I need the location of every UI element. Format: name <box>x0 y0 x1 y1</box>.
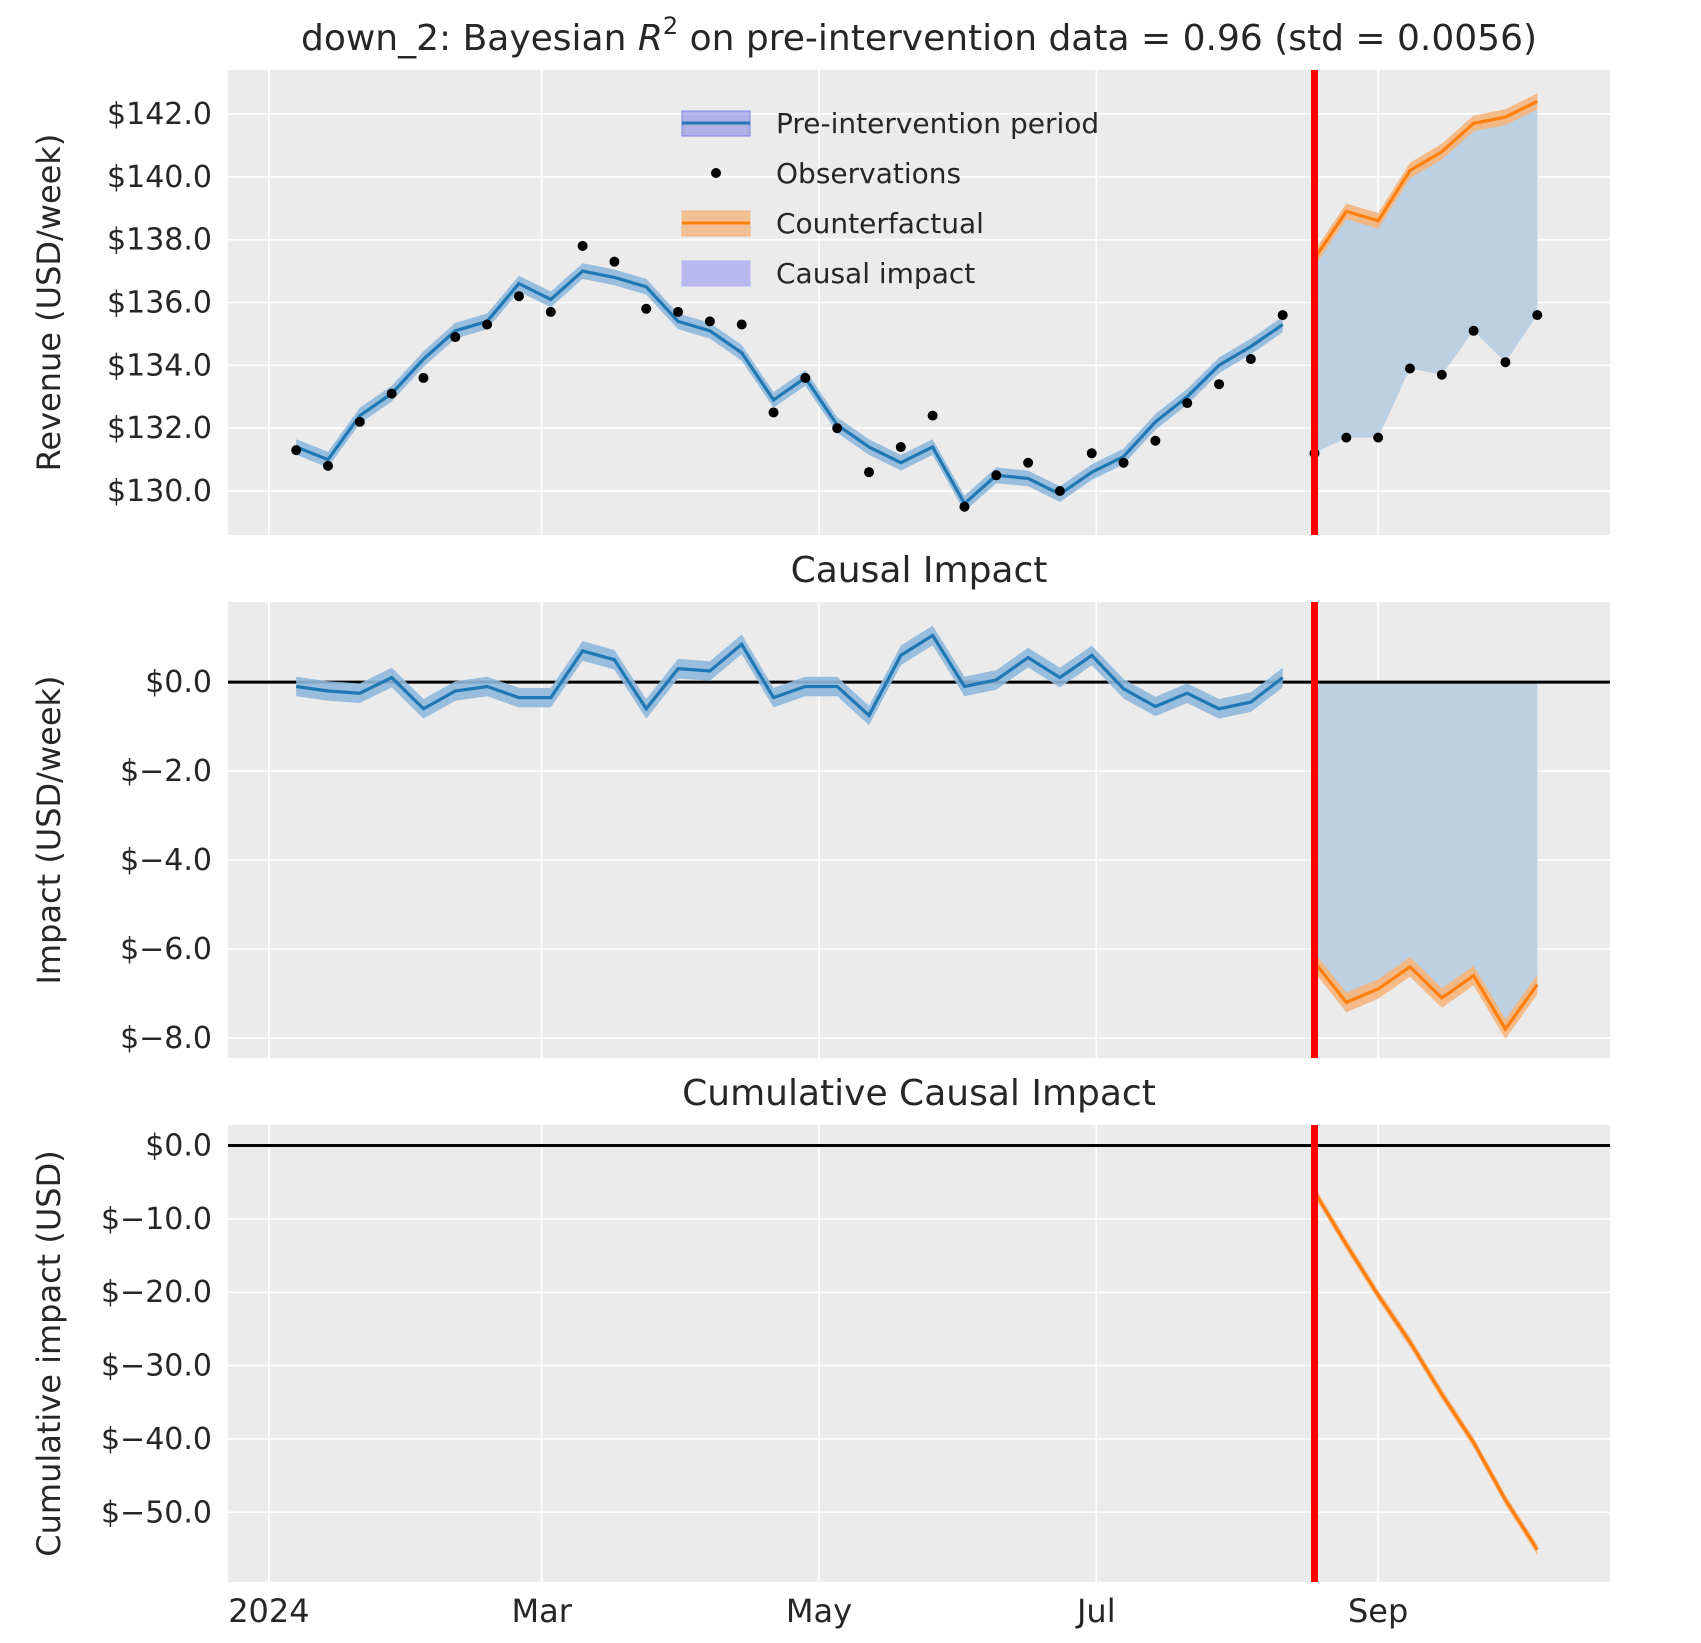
observation-point <box>991 470 1002 481</box>
observation-point <box>1086 448 1097 459</box>
observation-point <box>1118 457 1129 468</box>
observation-point <box>1023 457 1034 468</box>
panels-layer: $130.0 $132.0 $134.0 $136.0 $138.0 $140.0 $142… <box>30 12 1610 1630</box>
observation-point <box>545 306 556 317</box>
y-tick-label: $134.0 <box>107 348 212 383</box>
observation-point <box>1500 357 1511 368</box>
observation-point <box>1214 379 1225 390</box>
observation-point <box>1532 310 1543 321</box>
observation-point <box>1054 486 1065 497</box>
x-tick-label: May <box>786 1592 852 1630</box>
observation-point <box>323 460 334 471</box>
panel-title: Cumulative Causal Impact <box>682 1073 1156 1114</box>
y-tick-label: $−4.0 <box>120 843 212 878</box>
legend: Pre-intervention period Observations Count… <box>681 107 1099 290</box>
y-tick-label: $132.0 <box>107 411 212 446</box>
plot-content <box>228 70 1610 535</box>
panel-3: $0.0 $−10.0 $−20.0 $−30.0 $−40.0 $−50.0 Cumula… <box>30 1073 1610 1630</box>
title-superscript: 2 <box>663 12 678 40</box>
y-tick-label: $0.0 <box>145 1129 212 1164</box>
panel-2: $0.0 $−2.0 $−4.0 $−6.0 $−8.0 Impact (USD/week… <box>30 550 1610 1058</box>
pre-impact-line <box>295 633 1284 718</box>
y-tick-label: $−20.0 <box>101 1275 212 1310</box>
plot-content <box>228 1125 1610 1582</box>
panel-1: $130.0 $132.0 $134.0 $136.0 $138.0 $140.0 $142… <box>30 12 1610 535</box>
observation-point <box>704 316 715 327</box>
y-tick-label: $−6.0 <box>120 932 212 967</box>
observation-point <box>291 445 302 456</box>
observation-point <box>1468 325 1479 336</box>
cumulative-line <box>1313 1190 1539 1551</box>
y-tick-label: $−2.0 <box>120 754 212 789</box>
y-axis-label: Cumulative impact (USD) <box>30 1150 68 1556</box>
title-part: down_2: Bayesian <box>301 18 638 59</box>
observation-point <box>736 319 747 330</box>
y-tick-label: $−10.0 <box>101 1202 212 1237</box>
y-tick-label: $−40.0 <box>101 1422 212 1457</box>
chart-title: down_2: Bayesian R2 on pre-intervention … <box>301 12 1537 59</box>
observation-point <box>927 410 938 421</box>
x-tick-label: Mar <box>511 1592 572 1630</box>
pre-impact-band <box>296 625 1283 726</box>
y-tick-label: $142.0 <box>107 97 212 132</box>
counterfactual-line <box>1313 99 1539 260</box>
y-tick-label: $130.0 <box>107 474 212 509</box>
legend-label: Observations <box>776 157 961 190</box>
title-math-r: R <box>638 18 663 59</box>
plot-area <box>228 1125 1610 1582</box>
counterfactual-band <box>1314 93 1538 267</box>
observation-point <box>482 319 493 330</box>
observation-point <box>386 388 397 399</box>
observation-point <box>450 332 461 343</box>
y-tick-label: $−30.0 <box>101 1349 212 1384</box>
observation-point <box>1182 398 1193 409</box>
observation-point <box>609 256 620 267</box>
legend-label: Causal impact <box>776 257 975 290</box>
x-tick-label: 2024 <box>228 1592 309 1630</box>
legend-observation-marker <box>711 168 721 178</box>
observation-point <box>1245 354 1256 365</box>
y-tick-label: $−8.0 <box>120 1021 212 1056</box>
observation-point <box>673 306 684 317</box>
observation-point <box>863 467 874 478</box>
observation-point <box>577 240 588 251</box>
legend-label: Pre-intervention period <box>776 107 1099 140</box>
observation-point <box>1277 310 1288 321</box>
observation-point <box>513 291 524 302</box>
y-tick-label: $138.0 <box>107 223 212 258</box>
y-axis-label: Impact (USD/week) <box>30 675 68 984</box>
legend-label: Counterfactual <box>776 207 984 240</box>
y-tick-label: $0.0 <box>145 665 212 700</box>
observation-point <box>800 372 811 383</box>
observation-point <box>1436 369 1447 380</box>
observation-point <box>418 372 429 383</box>
observation-point <box>641 303 652 314</box>
panel-title: Causal Impact <box>791 550 1048 591</box>
causal-impact-area <box>1314 682 1538 1030</box>
y-tick-label: $136.0 <box>107 286 212 321</box>
y-axis-label: Revenue (USD/week) <box>30 134 68 472</box>
observation-point <box>768 407 779 418</box>
causal-impact-area <box>1314 101 1538 454</box>
y-tick-label: $140.0 <box>107 160 212 195</box>
observation-point <box>959 501 970 512</box>
observation-point <box>1373 432 1384 443</box>
observation-point <box>354 416 365 427</box>
observation-point <box>1404 363 1415 374</box>
legend-impact-patch <box>681 260 751 287</box>
observation-point <box>832 423 843 434</box>
x-tick-label: Jul <box>1075 1592 1116 1630</box>
observation-point <box>895 442 906 453</box>
x-tick-label: Sep <box>1348 1592 1408 1630</box>
observation-point <box>1341 432 1352 443</box>
plot-content <box>228 602 1610 1058</box>
post-impact-line <box>1313 961 1539 1033</box>
y-tick-label: $−50.0 <box>101 1495 212 1530</box>
observation-point <box>1150 435 1161 446</box>
pre-period-line <box>295 269 1284 507</box>
title-part: on pre-intervention data = 0.96 (std = 0… <box>678 18 1537 59</box>
